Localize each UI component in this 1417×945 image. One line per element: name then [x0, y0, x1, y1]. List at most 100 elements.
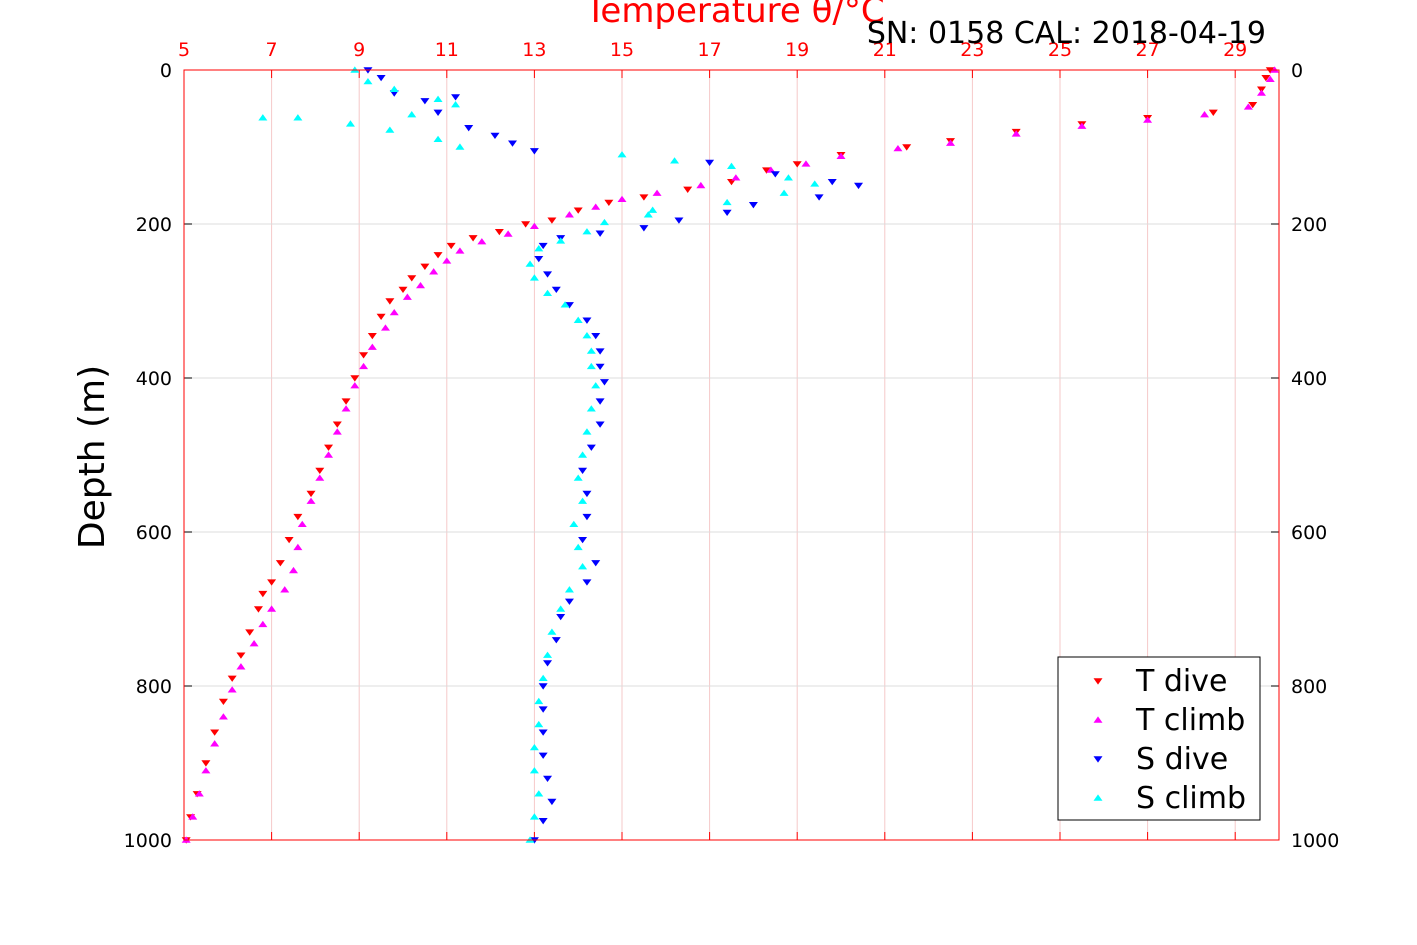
data-point: [258, 590, 268, 598]
data-point: [1208, 109, 1218, 116]
data-point: [556, 237, 566, 244]
data-point: [402, 293, 412, 300]
data-point: [696, 181, 706, 189]
data-point: [367, 332, 377, 340]
data-point: [490, 132, 500, 140]
data-point: [1248, 101, 1258, 109]
plot-area: [181, 66, 1280, 844]
series-s-climb: [258, 66, 820, 843]
data-point: [599, 379, 609, 386]
data-point: [547, 217, 557, 224]
data-point: [547, 798, 557, 806]
data-point: [293, 513, 303, 521]
data-point: [280, 586, 290, 593]
legend: T dive T climb S dive S climb: [1057, 656, 1261, 821]
data-point: [227, 675, 237, 682]
data-point: [258, 114, 268, 121]
data-point: [433, 95, 443, 102]
data-point: [468, 235, 478, 242]
y-tick-label-left: 1000: [124, 830, 172, 852]
x-tick-label: 21: [873, 39, 897, 61]
data-point: [648, 206, 658, 213]
data-point: [284, 537, 294, 544]
y-tick-label-right: 600: [1291, 522, 1327, 544]
data-point: [359, 352, 369, 359]
data-point: [573, 474, 583, 481]
data-point: [591, 560, 601, 567]
x-tick-label: 17: [698, 39, 722, 61]
x-tick-label: 15: [610, 39, 634, 61]
data-point: [1200, 111, 1210, 118]
data-point: [810, 180, 820, 187]
x-tick-label: 11: [435, 39, 459, 61]
data-point: [451, 101, 461, 108]
data-point: [416, 282, 426, 289]
data-point: [315, 474, 325, 481]
data-point: [582, 317, 592, 324]
legend-marker: [1093, 794, 1103, 801]
data-point: [385, 126, 395, 133]
data-point: [389, 308, 399, 316]
data-point: [578, 467, 588, 474]
data-point: [534, 790, 544, 797]
data-point: [722, 209, 732, 217]
data-point: [854, 182, 864, 190]
data-point: [350, 375, 360, 382]
data-point: [599, 218, 609, 226]
data-point: [521, 221, 531, 228]
data-point: [722, 198, 732, 206]
data-point: [731, 174, 741, 181]
data-point: [582, 579, 592, 586]
data-point: [946, 139, 955, 146]
data-point: [543, 660, 553, 667]
data-point: [564, 586, 574, 593]
data-point: [315, 467, 325, 474]
data-point: [683, 186, 693, 193]
data-point: [398, 286, 408, 294]
data-point: [591, 382, 601, 389]
data-point: [902, 144, 912, 151]
data-point: [376, 75, 386, 82]
data-point: [494, 229, 504, 236]
y-tick-label-left: 0: [160, 60, 172, 82]
data-point: [529, 274, 539, 281]
y-tick-label-left: 400: [136, 368, 172, 390]
legend-marker: [1093, 756, 1103, 763]
data-point: [201, 767, 211, 774]
data-point: [306, 497, 316, 504]
data-point: [582, 428, 592, 435]
data-point: [1265, 75, 1275, 82]
data-point: [389, 85, 399, 92]
data-point: [727, 178, 736, 186]
legend-label: T climb: [1135, 703, 1245, 738]
chart-title: Temperature θ/°C: [584, 0, 884, 31]
data-point: [582, 490, 592, 498]
data-point: [547, 628, 557, 635]
data-point: [420, 98, 430, 105]
data-point: [455, 247, 465, 254]
data-point: [446, 242, 456, 250]
data-point: [529, 767, 539, 774]
data-point: [604, 199, 614, 207]
data-point: [455, 143, 465, 150]
data-point: [836, 152, 846, 159]
data-point: [783, 174, 793, 181]
x-tick-label: 9: [353, 39, 365, 61]
legend-label: S dive: [1136, 742, 1228, 777]
data-point: [324, 451, 334, 458]
data-point: [814, 194, 824, 201]
data-point: [560, 301, 570, 308]
data-point: [643, 211, 653, 218]
x-tick-label: 5: [178, 39, 190, 61]
legend-label: S climb: [1136, 781, 1246, 816]
data-point: [451, 94, 461, 101]
data-point: [529, 744, 539, 751]
x-tick-label: 13: [522, 39, 546, 61]
data-point: [464, 125, 474, 132]
data-point: [1143, 116, 1153, 123]
data-point: [582, 332, 592, 339]
data-point: [433, 135, 443, 142]
data-point: [543, 271, 553, 278]
data-point: [345, 120, 355, 127]
data-point: [617, 195, 627, 203]
